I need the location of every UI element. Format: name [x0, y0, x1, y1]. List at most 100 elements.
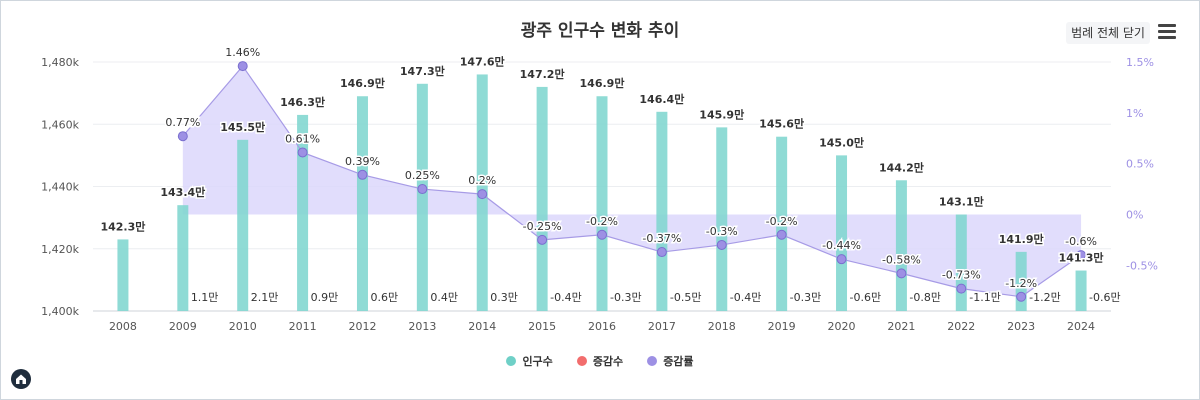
population-label: 143.4만 — [160, 185, 205, 199]
population-bar — [955, 214, 967, 311]
rate-point — [836, 254, 847, 265]
population-bar — [1015, 251, 1027, 311]
legend-dot-population — [506, 356, 517, 366]
population-label: 145.5만 — [220, 120, 265, 134]
x-tick-label: 2016 — [588, 320, 616, 333]
rate-label: -0.2% — [766, 215, 798, 228]
rate-point — [1076, 250, 1087, 261]
rate-label: -1.2% — [1005, 277, 1037, 290]
x-tick-label: 2017 — [648, 320, 676, 333]
rate-label: -0.37% — [642, 232, 681, 245]
x-tick-label: 2024 — [1067, 320, 1095, 333]
population-label: 141.9만 — [999, 232, 1044, 246]
x-tick-label: 2020 — [828, 320, 856, 333]
population-label: 143.1만 — [939, 195, 984, 209]
rate-point — [177, 131, 188, 142]
population-label: 147.2만 — [520, 67, 565, 81]
population-bar — [776, 136, 788, 311]
legend-item-change[interactable]: 증감수 — [576, 353, 623, 369]
legend-dot-change — [576, 356, 587, 366]
population-bar — [895, 180, 907, 311]
rate-point — [597, 229, 607, 240]
population-bar — [297, 114, 309, 311]
x-tick-label: 2022 — [947, 320, 975, 333]
population-bar — [177, 205, 189, 311]
change-label: 2.1만 — [251, 291, 279, 304]
rate-label: -0.73% — [942, 269, 981, 282]
y-left-tick-label: 1,400k — [41, 305, 79, 318]
change-label: -0.4만 — [550, 291, 582, 304]
x-tick-label: 2009 — [169, 320, 197, 333]
x-tick-label: 2015 — [528, 320, 556, 333]
change-label: -0.3만 — [610, 291, 642, 304]
rate-point — [357, 169, 368, 180]
change-label: -1.1만 — [969, 291, 1001, 304]
home-icon[interactable] — [11, 369, 31, 389]
population-bar — [237, 139, 249, 311]
legend-dot-rate — [647, 356, 658, 366]
population-label: 147.3만 — [400, 64, 445, 78]
rate-line — [182, 65, 1082, 298]
population-label: 146.9만 — [340, 76, 385, 90]
x-tick-label: 2018 — [708, 320, 736, 333]
x-tick-label: 2021 — [887, 320, 915, 333]
legend-item-population[interactable]: 인구수 — [506, 353, 553, 369]
rate-label: 0.61% — [285, 132, 320, 145]
change-label: 0.6만 — [370, 291, 398, 304]
legend-item-rate[interactable]: 증감률 — [647, 353, 694, 369]
y-left-tick-label: 1,460k — [41, 118, 79, 131]
population-label: 146.9만 — [580, 76, 625, 90]
change-label: -1.2만 — [1029, 291, 1061, 304]
y-right-tick-label: 0.5% — [1126, 158, 1154, 171]
y-left-tick-label: 1,420k — [41, 243, 79, 256]
x-tick-label: 2008 — [109, 320, 137, 333]
rate-point — [237, 61, 248, 72]
x-tick-label: 2012 — [348, 320, 376, 333]
legend-toggle-button[interactable]: 범례 전체 닫기 — [1066, 22, 1150, 44]
x-tick-label: 2014 — [468, 320, 496, 333]
population-bar — [656, 111, 668, 311]
change-label: 0.4만 — [430, 291, 458, 304]
population-label: 145.0만 — [819, 135, 864, 149]
x-tick-label: 2023 — [1007, 320, 1035, 333]
change-label: -0.8만 — [909, 291, 941, 304]
hamburger-menu-icon[interactable] — [1158, 24, 1176, 40]
y-right-tick-label: 1.5% — [1126, 56, 1154, 69]
rate-point — [656, 247, 667, 258]
x-tick-label: 2011 — [289, 320, 317, 333]
population-bar — [536, 86, 548, 312]
legend: 인구수 증감수 증감률 — [0, 353, 1200, 369]
rate-point — [417, 184, 428, 195]
x-tick-label: 2010 — [229, 320, 257, 333]
chart-title: 광주 인구수 변화 추이 — [520, 21, 680, 41]
legend-label-population: 인구수 — [522, 355, 553, 368]
population-label: 142.3만 — [100, 219, 145, 233]
population-bar — [117, 239, 129, 311]
legend-label-rate: 증감률 — [663, 355, 694, 368]
population-label: 147.6만 — [460, 54, 505, 68]
population-bar — [1075, 270, 1087, 311]
y-right-tick-label: 1% — [1126, 107, 1143, 120]
rate-point — [537, 234, 548, 245]
rate-label: -0.58% — [882, 253, 921, 266]
rate-label: -0.44% — [822, 239, 861, 252]
rate-label: 0.39% — [345, 155, 380, 168]
x-tick-label: 2019 — [768, 320, 796, 333]
change-label: 0.3만 — [490, 291, 518, 304]
rate-point — [716, 239, 727, 250]
y-right-tick-label: 0% — [1126, 208, 1143, 221]
change-label: -0.5만 — [670, 291, 702, 304]
rate-point — [896, 268, 907, 279]
rate-point — [1016, 291, 1027, 302]
y-left-tick-label: 1,440k — [41, 181, 79, 194]
change-label: 1.1만 — [191, 291, 219, 304]
y-right-tick-label: -0.5% — [1126, 259, 1158, 272]
rate-point — [776, 229, 787, 240]
rate-point — [956, 283, 967, 294]
population-bar — [836, 155, 848, 311]
rate-label: -0.25% — [523, 220, 562, 233]
population-label: 144.2만 — [879, 160, 924, 174]
population-bar — [416, 83, 428, 311]
rate-label: -0.2% — [586, 215, 618, 228]
rate-point — [297, 147, 308, 158]
